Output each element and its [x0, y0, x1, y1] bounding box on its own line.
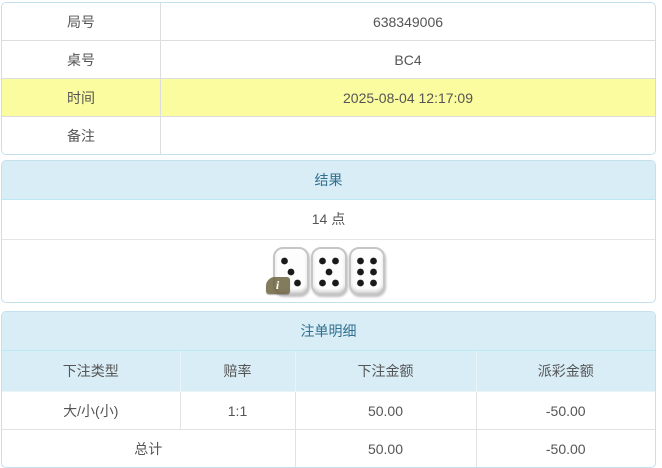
- total-row: 总计 50.00 -50.00: [2, 429, 655, 467]
- row-label-time: 时间: [2, 78, 161, 117]
- table-row: 备注: [2, 116, 655, 154]
- total-label: 总计: [2, 429, 296, 467]
- table-row-highlighted: 时间 2025-08-04 12:17:09: [2, 78, 655, 117]
- row-label-round: 局号: [2, 3, 161, 41]
- bet-payout: -50.00: [475, 391, 655, 430]
- bet-details-panel: 注单明细 下注类型 赔率 下注金额 派彩金额 大/小(小) 1:1 50.00 …: [1, 311, 656, 468]
- row-value-time: 2025-08-04 12:17:09: [160, 78, 655, 117]
- col-header-bet-amount: 下注金额: [294, 351, 477, 392]
- dice-group[interactable]: i: [2, 240, 655, 302]
- info-icon[interactable]: i: [265, 277, 290, 294]
- row-label-remark: 备注: [2, 116, 161, 154]
- row-value-table: BC4: [160, 40, 655, 79]
- table-row: 局号 638349006: [2, 3, 655, 41]
- bet-odds: 1:1: [179, 391, 296, 430]
- result-points: 14 点: [2, 200, 655, 240]
- game-info-table: 局号 638349006 桌号 BC4 时间 2025-08-04 12:17:…: [1, 2, 656, 155]
- total-payout: -50.00: [475, 429, 655, 467]
- bet-type: 大/小(小): [2, 391, 181, 430]
- die-6[interactable]: [348, 247, 385, 295]
- bet-details-title: 注单明细: [2, 312, 655, 351]
- die-3[interactable]: i: [265, 247, 309, 295]
- bet-amount: 50.00: [294, 391, 477, 430]
- row-value-round: 638349006: [160, 3, 655, 41]
- col-header-bet-type: 下注类型: [2, 351, 181, 392]
- col-header-payout-amount: 派彩金额: [475, 351, 655, 392]
- row-value-remark: [160, 116, 655, 154]
- table-row: 桌号 BC4: [2, 40, 655, 79]
- bet-row: 大/小(小) 1:1 50.00 -50.00: [2, 391, 655, 430]
- die-5[interactable]: [310, 247, 347, 295]
- col-header-odds: 赔率: [179, 351, 296, 392]
- row-label-table: 桌号: [2, 40, 161, 79]
- result-panel-title: 结果: [2, 161, 655, 200]
- total-amount: 50.00: [294, 429, 477, 467]
- bets-header-row: 下注类型 赔率 下注金额 派彩金额: [2, 351, 655, 392]
- result-panel: 结果 14 点 i: [1, 160, 656, 303]
